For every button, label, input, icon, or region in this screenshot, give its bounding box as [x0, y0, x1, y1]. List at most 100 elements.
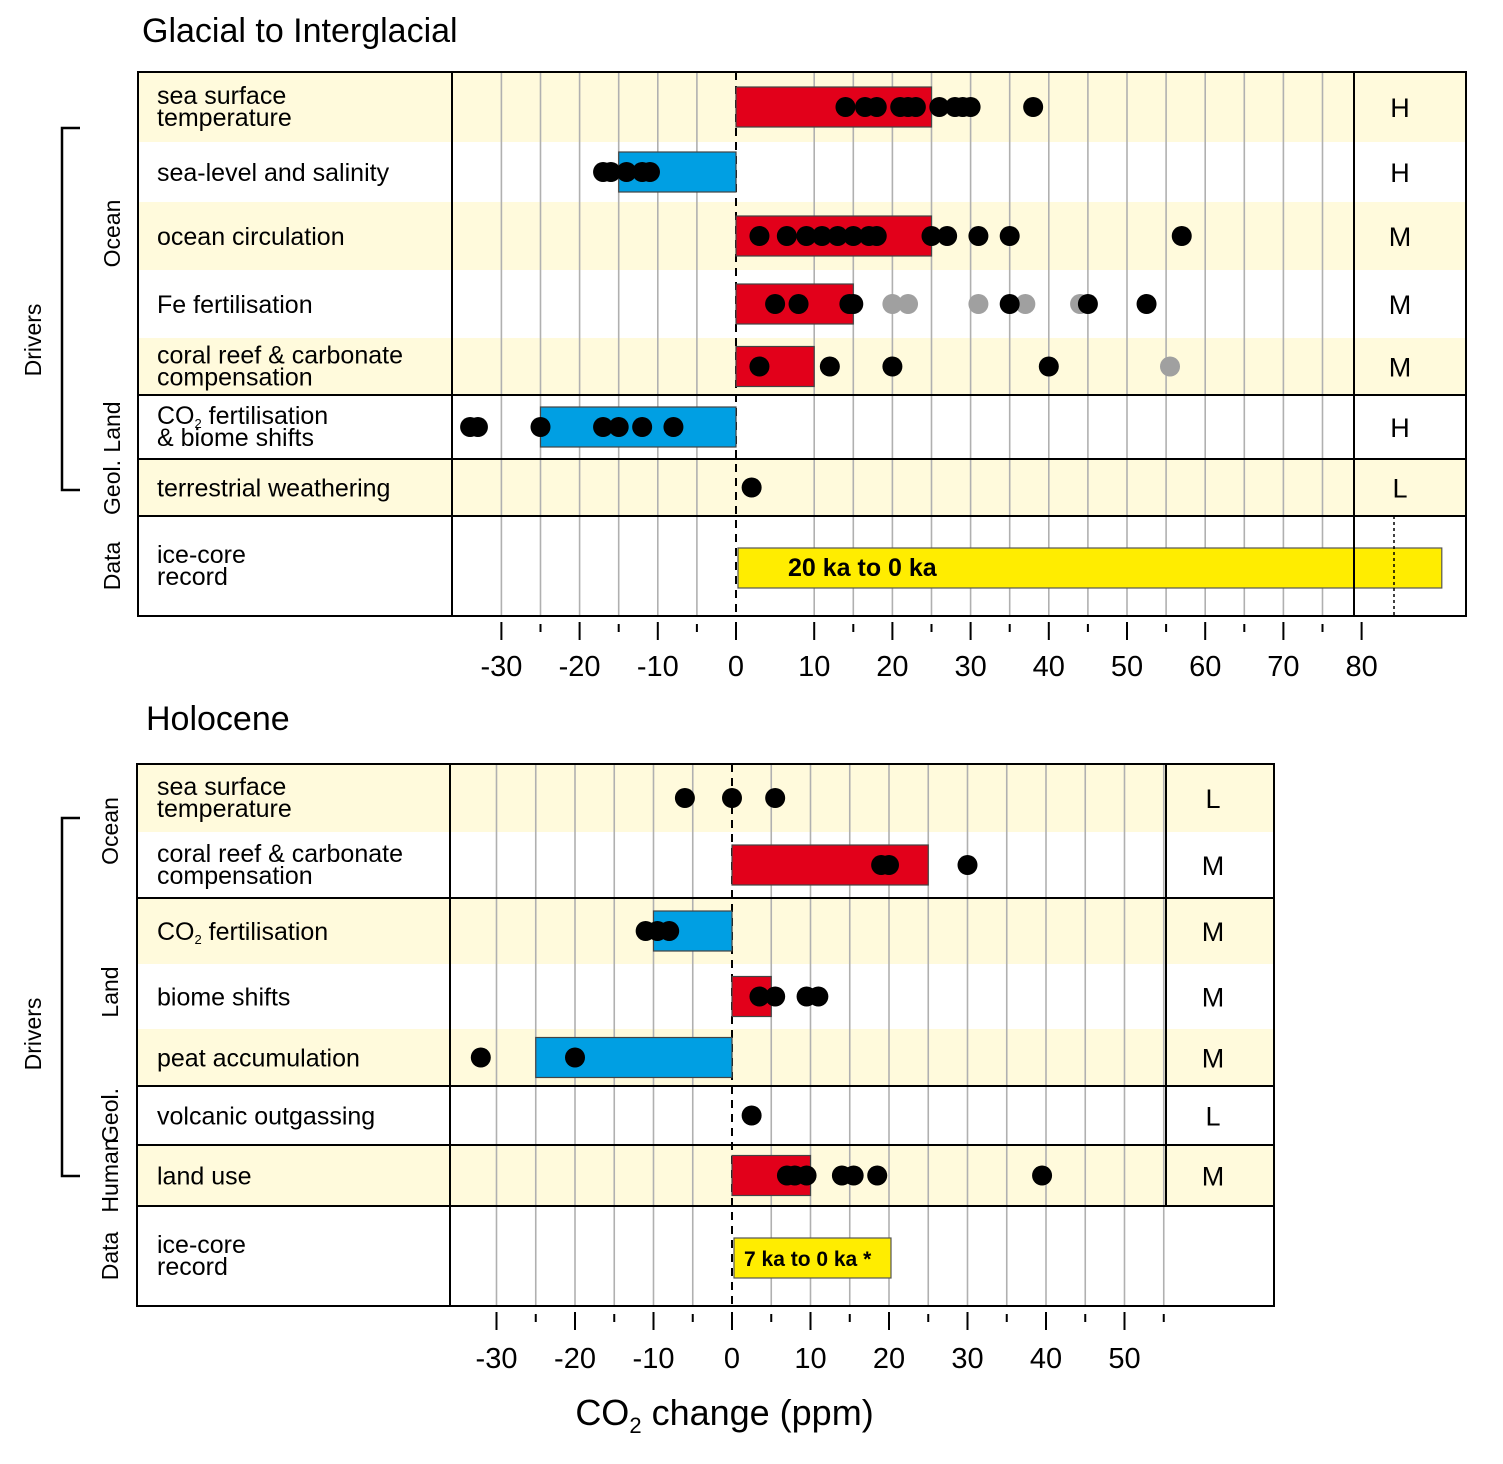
panel2-data-point: [659, 921, 680, 941]
panel1-tick-label: 60: [1189, 651, 1221, 683]
panel1-data-point: [999, 294, 1020, 314]
panel1-data-point: [1136, 294, 1157, 314]
panel2-row-label-line1: coral reef & carbonate: [157, 840, 403, 868]
panel2-row-label-line2: temperature: [157, 795, 292, 823]
panel1-confidence-label: H: [1390, 158, 1410, 188]
panel2-confidence-label: L: [1205, 784, 1220, 814]
panel1-tick-label: 20: [876, 651, 908, 683]
x-axis-label-main: CO: [575, 1392, 630, 1433]
panel1-data-point: [1023, 97, 1044, 117]
panel1-row-label: terrestrial weathering: [157, 475, 390, 503]
panel1-data-point: [663, 417, 684, 437]
panel2-tick-label: -30: [476, 1343, 518, 1375]
panel1-row-label: ocean circulation: [157, 223, 345, 251]
panel1-data-point: [765, 294, 786, 314]
panel1-grey-point: [968, 294, 989, 314]
panel2-confidence-label: M: [1202, 917, 1225, 947]
panel2-drivers-bracket: [60, 816, 80, 1178]
panel2-row-label: CO2 fertilisation: [157, 918, 328, 947]
panel2-data-point: [722, 788, 742, 808]
panel1-data-point: [937, 226, 958, 246]
panel2-row-label-line1: ice-core: [157, 1231, 246, 1259]
panel1-data-point: [866, 226, 887, 246]
panel1-driver-bar: [735, 345, 815, 388]
panel1-data-point: [467, 417, 488, 437]
panel2-tick-label: 30: [951, 1343, 983, 1375]
panel2-confidence-label: M: [1202, 983, 1225, 1013]
panel1-confidence-label: H: [1390, 413, 1410, 443]
panel1-row-label-line2: & biome shifts: [157, 424, 314, 452]
panel2-row-band: [137, 764, 1274, 832]
panel1-data-point: [749, 356, 770, 377]
panel2-data-bar-label: 7 ka to 0 ka *: [744, 1248, 872, 1271]
panel2-drivers-label: Drivers: [20, 998, 46, 1071]
panel1-group-label: Ocean: [99, 200, 125, 268]
panel2-frame: [136, 763, 1275, 1307]
panel1-data-point: [835, 97, 856, 117]
panel2-data-point: [674, 788, 695, 808]
panel1-data-point: [530, 417, 551, 437]
panel1-confidence-label: H: [1390, 93, 1410, 123]
bottom-panel-title: Holocene: [146, 700, 290, 738]
panel1-data-point: [776, 226, 797, 246]
panel1-data-point: [616, 162, 637, 182]
panel2-tick-label: -10: [633, 1343, 675, 1375]
panel1-data-bar: [737, 547, 1443, 589]
panel1-grey-point: [898, 294, 919, 314]
panel2-row-label-line2: compensation: [157, 862, 313, 890]
panel2-data-bar: [733, 1237, 892, 1279]
panel1-group-label: Data: [99, 542, 125, 591]
panel2-data-point: [796, 1165, 817, 1186]
panel2-data-point: [765, 788, 786, 808]
panel1-tick-label: -20: [559, 651, 601, 683]
panel2-tick-label: -20: [554, 1343, 596, 1375]
panel2-row-label: volcanic outgassing: [157, 1103, 375, 1131]
panel2-tick-label: 10: [794, 1343, 826, 1375]
panel1-data-point: [1038, 356, 1059, 377]
panel1-data-point: [593, 417, 614, 437]
panel1-data-point: [639, 162, 660, 182]
panel2-data-point: [843, 1165, 864, 1186]
panel1-data-point: [632, 417, 653, 437]
panel1-tick-label: 10: [798, 651, 830, 683]
panel1-row-label: sea-level and salinity: [157, 159, 390, 187]
panel1-data-point: [608, 417, 629, 437]
panel1-confidence-label: M: [1389, 222, 1412, 252]
panel1-confidence-label: L: [1392, 474, 1407, 504]
panel1-data-point: [749, 226, 770, 246]
panel1-data-point: [1171, 226, 1192, 246]
panel1-grey-point: [1015, 294, 1036, 314]
panel2-tick-label: 50: [1108, 1343, 1140, 1375]
panel1-data-point: [929, 97, 950, 117]
panel2-data-point: [867, 1165, 888, 1186]
panel2-row-band: [137, 1145, 1274, 1206]
panel2-data-point: [765, 986, 786, 1007]
panel1-grey-point: [1160, 356, 1181, 377]
panel1-tick-label: -10: [637, 651, 679, 683]
panel2-data-point: [749, 986, 770, 1007]
panel2-group-label: Human: [97, 1138, 123, 1212]
panel1-grey-point: [882, 294, 903, 314]
panel1-confidence-label: M: [1389, 290, 1412, 320]
panel2-row-label-line2: record: [157, 1253, 228, 1281]
panel2-group-label: Ocean: [97, 797, 123, 865]
panel1-data-point: [843, 226, 864, 246]
panel1-data-point: [866, 97, 887, 117]
panel2-tick-label: 20: [873, 1343, 905, 1375]
panel2-group-label: Geol.: [97, 1088, 123, 1143]
panel1-tick-label: 0: [728, 651, 744, 683]
panel1-data-point: [741, 477, 762, 498]
panel2-group-label: Land: [97, 966, 123, 1017]
panel1-data-point: [843, 294, 864, 314]
panel2-data-point: [879, 855, 899, 875]
panel1-row-label-line2: compensation: [157, 364, 313, 392]
panel1-tick-label: 40: [1033, 651, 1065, 683]
x-axis-label: CO2 change (ppm): [0, 1392, 1503, 1439]
panel1-row-label-line1: coral reef & carbonate: [157, 342, 403, 370]
panel2-confidence-label: M: [1202, 851, 1225, 881]
panel2-row-label: land use: [157, 1163, 252, 1191]
panel2-row-label-line1: sea surface: [157, 773, 286, 801]
panel1-data-point: [827, 226, 848, 246]
panel2-data-point: [808, 986, 829, 1007]
